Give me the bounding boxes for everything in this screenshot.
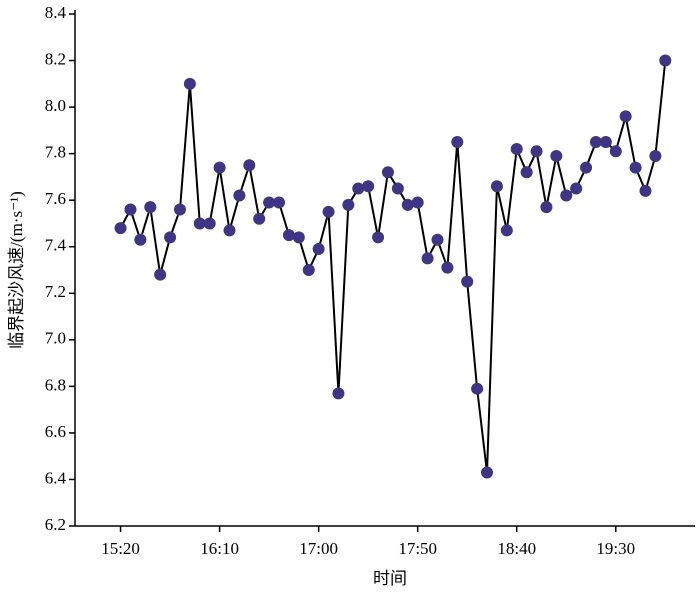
marker (510, 142, 523, 155)
marker (580, 161, 593, 174)
marker (609, 145, 622, 158)
y-tick-label: 8.0 (45, 96, 66, 115)
y-tick-label: 7.6 (45, 189, 66, 208)
marker (263, 196, 276, 209)
marker (431, 233, 444, 246)
marker (193, 217, 206, 230)
marker (372, 231, 385, 244)
marker (589, 136, 602, 148)
marker (362, 180, 375, 193)
marker (322, 205, 335, 218)
marker (471, 382, 484, 395)
marker (451, 136, 464, 148)
y-tick-label: 6.4 (45, 468, 67, 487)
y-tick-label: 7.0 (45, 329, 66, 348)
marker (619, 110, 632, 123)
x-tick-label: 17:00 (299, 539, 338, 558)
x-tick-label: 19:30 (596, 539, 635, 558)
marker (629, 161, 642, 174)
y-tick-label: 6.2 (45, 515, 66, 534)
marker (213, 161, 226, 174)
marker (520, 166, 533, 179)
x-tick-label: 17:50 (398, 539, 437, 558)
marker (183, 77, 196, 90)
marker (332, 387, 345, 400)
marker (253, 212, 266, 225)
y-tick-label: 7.8 (45, 143, 66, 162)
marker (500, 224, 513, 237)
y-tick-label: 6.6 (45, 422, 66, 441)
y-tick-label: 7.4 (45, 236, 67, 255)
marker (292, 231, 305, 244)
marker (124, 203, 137, 216)
y-axis-label: 临界起沙风速/(m·s⁻¹) (7, 191, 26, 349)
marker (570, 182, 583, 195)
marker (134, 233, 147, 246)
marker (223, 224, 236, 237)
marker (599, 136, 612, 148)
marker (401, 198, 414, 211)
x-tick-label: 15:20 (101, 539, 140, 558)
marker (461, 275, 474, 288)
line (119, 60, 667, 473)
marker (540, 201, 553, 214)
marker (273, 196, 286, 209)
marker (154, 268, 167, 281)
marker (411, 196, 424, 209)
marker (302, 264, 315, 276)
marker (342, 198, 355, 211)
marker (639, 184, 652, 197)
y-tick-label: 7.2 (45, 282, 66, 301)
marker (203, 217, 216, 230)
x-tick-label: 18:40 (497, 539, 536, 558)
marker (530, 145, 543, 158)
marker (421, 252, 434, 265)
marker (659, 54, 672, 67)
marker (114, 222, 127, 235)
marker (649, 149, 662, 162)
marker (391, 182, 404, 195)
x-tick-label: 16:10 (200, 539, 239, 558)
marker (243, 159, 256, 172)
y-tick-label: 6.8 (45, 375, 66, 394)
marker (233, 189, 246, 202)
marker (164, 231, 177, 244)
marker (441, 261, 454, 274)
marker (481, 466, 494, 479)
marker (560, 189, 573, 202)
marker (312, 243, 325, 256)
marker (282, 229, 295, 242)
marker (144, 201, 157, 214)
y-tick-label: 8.4 (45, 3, 67, 22)
marker (490, 180, 503, 193)
x-axis-label: 时间 (373, 569, 407, 588)
y-tick-label: 8.2 (45, 49, 66, 68)
marker (352, 182, 365, 195)
marker (550, 149, 563, 162)
marker (381, 166, 394, 179)
marker (173, 203, 186, 216)
